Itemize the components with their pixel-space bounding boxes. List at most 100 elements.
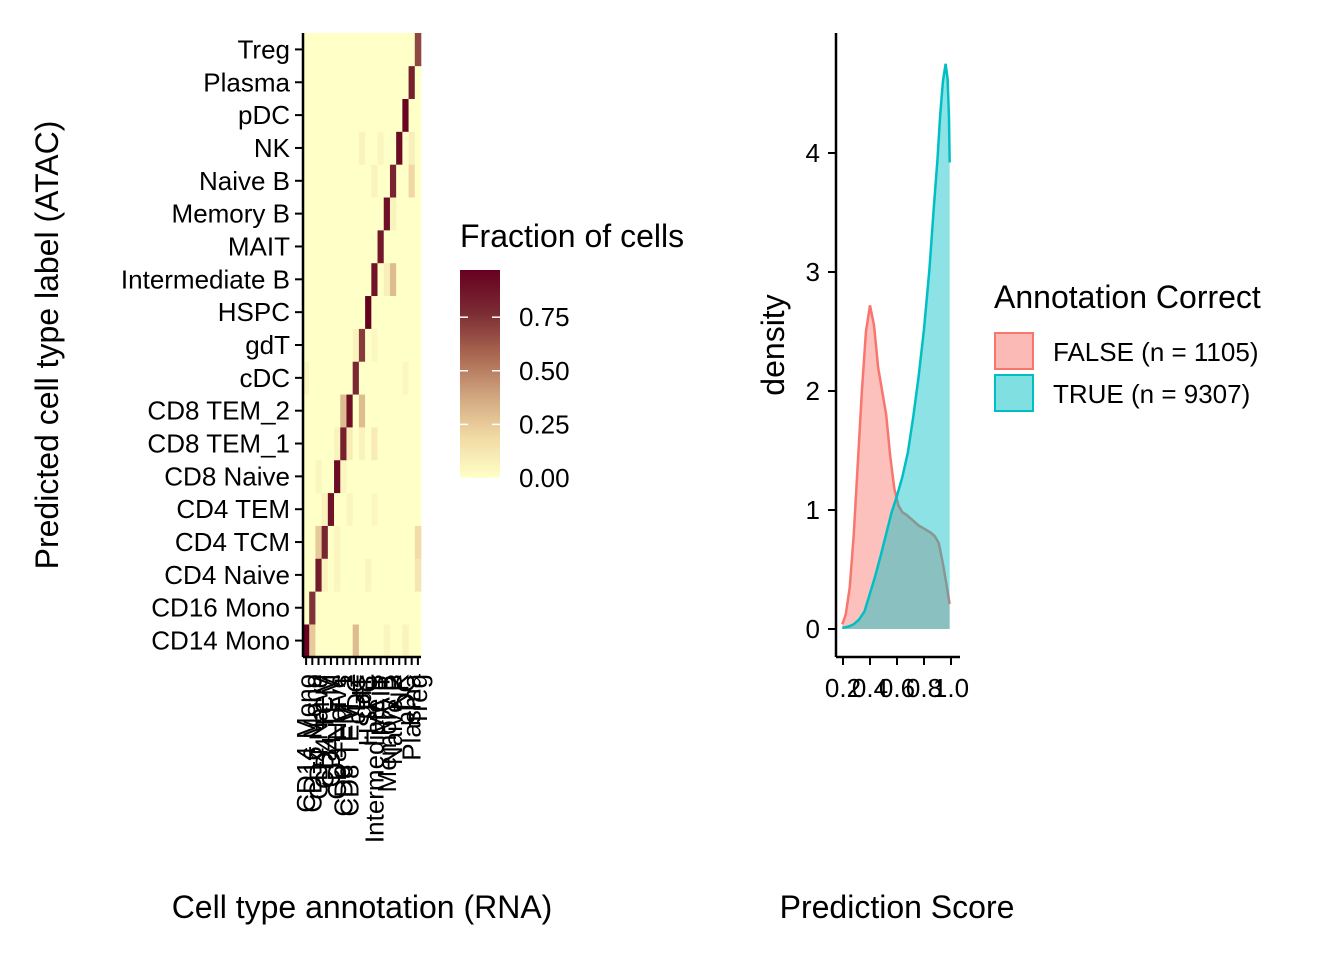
heatmap-cell xyxy=(303,394,310,428)
heatmap-cell xyxy=(365,427,372,461)
heatmap-cell xyxy=(402,492,409,526)
heatmap-cell xyxy=(408,98,416,132)
heatmap-cell xyxy=(309,525,316,559)
heatmap-cell xyxy=(358,262,366,297)
heatmap-cell xyxy=(315,361,322,395)
heatmap-cell xyxy=(327,295,335,329)
density-line xyxy=(842,63,951,630)
heatmap-cell xyxy=(346,197,353,231)
heatmap-cell xyxy=(389,427,397,461)
heatmap-cell xyxy=(352,131,360,165)
heatmap-cell xyxy=(408,525,416,559)
heatmap-cell xyxy=(408,492,416,526)
heatmap-cell xyxy=(358,459,366,494)
heatmap-cell xyxy=(402,65,409,99)
heatmap-cell xyxy=(358,525,366,559)
density-x-tick-label: 1.0 xyxy=(933,673,969,703)
heatmap-cell xyxy=(315,131,322,165)
heatmap-cell xyxy=(315,328,322,362)
heatmap-cell xyxy=(346,164,353,198)
heatmap-cell xyxy=(340,65,347,99)
heatmap-cell xyxy=(303,591,310,625)
density-area xyxy=(842,63,950,629)
heatmap-y-tick-label: CD8 TEM_1 xyxy=(147,429,290,459)
heatmap-cell xyxy=(315,230,322,264)
heatmap-cell xyxy=(334,98,341,132)
heatmap-cell xyxy=(315,164,322,198)
heatmap-cell xyxy=(346,295,353,329)
heatmap-cell xyxy=(383,262,391,297)
heatmap-cell xyxy=(340,394,347,428)
heatmap-cell xyxy=(303,262,310,297)
heatmap-cell xyxy=(408,591,416,625)
heatmap-cell xyxy=(358,230,366,264)
heatmap-cell xyxy=(377,98,385,132)
heatmap-x-tick-label: CD4 TCM xyxy=(310,674,340,789)
heatmap-cell xyxy=(340,558,347,592)
heatmap-cell xyxy=(408,131,416,165)
heatmap-cell xyxy=(315,33,322,67)
heatmap-cell xyxy=(352,361,360,395)
heatmap-cell xyxy=(334,295,341,329)
heatmap-cell xyxy=(383,98,391,132)
heatmap-cell xyxy=(352,624,360,658)
heatmap-cell xyxy=(309,164,316,198)
heatmap-y-tick-label: CD4 TEM xyxy=(176,494,290,524)
heatmap-cell xyxy=(396,427,403,461)
density-legend-key xyxy=(994,374,1034,412)
heatmap-cell xyxy=(303,230,310,264)
heatmap-cell xyxy=(327,164,335,198)
heatmap-cell xyxy=(309,131,316,165)
heatmap-cell xyxy=(365,98,372,132)
heatmap-cell xyxy=(334,591,341,625)
heatmap-cell xyxy=(396,295,403,329)
heatmap-cell xyxy=(414,361,422,395)
heatmap-cell xyxy=(383,65,391,99)
heatmap-cell xyxy=(315,394,322,428)
heatmap-cell xyxy=(389,558,397,592)
heatmap-cell xyxy=(377,164,385,198)
heatmap-cell xyxy=(334,361,341,395)
heatmap-cell xyxy=(402,525,409,559)
heatmap-cell xyxy=(408,558,416,592)
heatmap-cell xyxy=(358,295,366,329)
heatmap-cell xyxy=(346,98,353,132)
heatmap-cell xyxy=(309,65,316,99)
heatmap-cell xyxy=(408,361,416,395)
heatmap-y-tick-label: pDC xyxy=(238,100,290,130)
heatmap-cell xyxy=(352,591,360,625)
density-legend-items: FALSE (n = 1105) TRUE (n = 9307) xyxy=(994,332,1258,412)
heatmap-cell xyxy=(340,131,347,165)
colorbar-tick-label: 0.75 xyxy=(519,302,570,332)
heatmap-cell xyxy=(346,525,353,559)
heatmap-cell xyxy=(346,558,353,592)
heatmap-cell xyxy=(358,492,366,526)
heatmap-cell xyxy=(371,197,378,231)
heatmap-cell xyxy=(334,230,341,264)
density-y-tick-label: 4 xyxy=(806,138,820,168)
heatmap-cells xyxy=(303,33,422,658)
heatmap-x-tick-label: Intermediate B xyxy=(359,674,389,843)
heatmap-cell xyxy=(358,164,366,198)
heatmap-cell xyxy=(334,197,341,231)
heatmap-cell xyxy=(327,131,335,165)
density-x-tick-label: 0.8 xyxy=(906,673,942,703)
heatmap-cell xyxy=(303,98,310,132)
heatmap-cell xyxy=(309,295,316,329)
heatmap-cell xyxy=(352,459,360,494)
density-y-tick-label: 0 xyxy=(806,614,820,644)
heatmap-cell xyxy=(389,525,397,559)
heatmap-cell xyxy=(346,591,353,625)
heatmap-cell xyxy=(389,328,397,362)
heatmap-y-tick-label: gdT xyxy=(245,330,290,360)
heatmap-cell xyxy=(346,492,353,526)
heatmap-cell xyxy=(321,131,329,165)
heatmap-cell xyxy=(365,131,372,165)
heatmap-y-tick-label: CD8 TEM_2 xyxy=(147,396,290,426)
heatmap-y-tick-label: CD4 TCM xyxy=(175,527,290,557)
heatmap-cell xyxy=(383,492,391,526)
density-y-tick-label: 1 xyxy=(806,495,820,525)
heatmap-x-tick-label: CD8 TEM_2 xyxy=(335,674,365,817)
